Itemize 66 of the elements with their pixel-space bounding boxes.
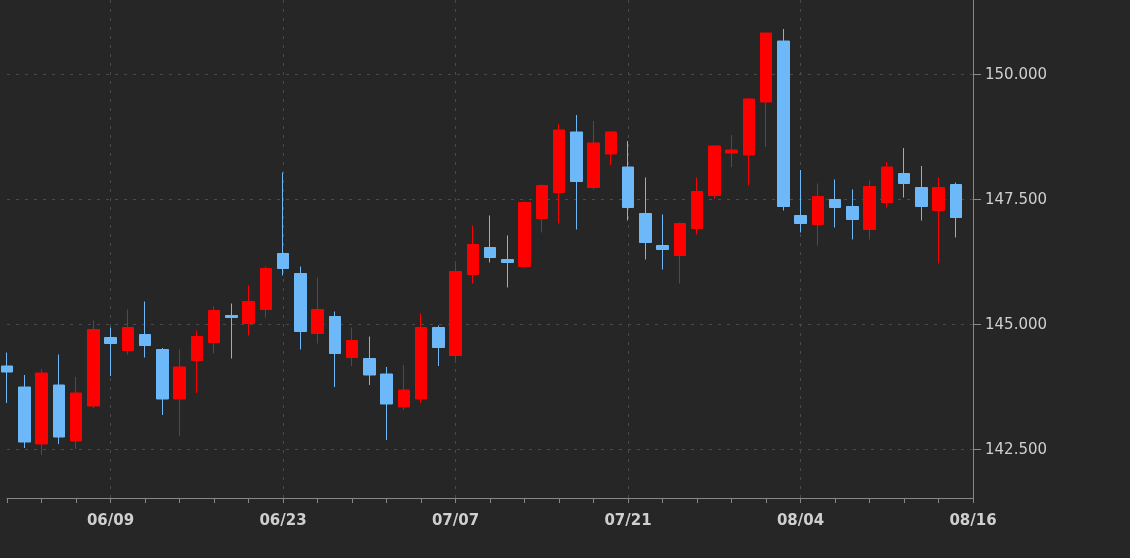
candlestick [346, 327, 358, 367]
candlestick [587, 120, 600, 190]
candlestick [656, 214, 669, 270]
candlestick [708, 144, 721, 199]
candlestick [104, 327, 117, 377]
x-tick-label: 06/23 [259, 510, 307, 529]
candlestick [691, 177, 703, 235]
candlestick [812, 183, 824, 246]
candlestick [277, 172, 289, 276]
y-tick-label: 142.500 [985, 440, 1048, 458]
candlestick [122, 309, 134, 355]
candlestick [950, 182, 962, 238]
candlestick [760, 32, 772, 148]
candlestick [605, 130, 617, 166]
candlestick [794, 169, 807, 233]
candlestick [225, 303, 238, 359]
candlestick [915, 165, 928, 221]
x-tick-label: 07/21 [604, 510, 652, 529]
x-tick-label: 06/09 [86, 510, 135, 529]
y-tick-label: 150.000 [985, 65, 1048, 83]
candlestick [415, 313, 427, 404]
candlestick [35, 368, 48, 456]
y-tick-label: 147.500 [985, 190, 1048, 208]
candlestick [846, 189, 859, 240]
candlestick [639, 177, 652, 260]
y-tick-label: 145.000 [985, 315, 1048, 333]
candlestick [518, 201, 531, 268]
candlestick [18, 374, 31, 449]
candlestick [398, 364, 410, 411]
candlestick [570, 114, 583, 230]
candlestick [501, 235, 514, 288]
candlestick [208, 306, 220, 354]
candlestick [484, 215, 496, 263]
candlestick [87, 320, 100, 409]
candlestick [380, 366, 393, 441]
candlestick [725, 134, 738, 168]
candlestick [139, 301, 151, 358]
candlestick [191, 330, 203, 394]
candlestick [449, 263, 462, 364]
candlestick [829, 179, 841, 228]
candlestick [294, 266, 307, 350]
candlestick [881, 161, 893, 208]
candlestick [622, 140, 634, 221]
candlestick [674, 222, 686, 284]
candlestick [432, 325, 445, 367]
candlestick [173, 349, 186, 437]
candlestick [363, 336, 376, 386]
candlestick [242, 285, 255, 336]
x-tick-label: 08/04 [776, 510, 825, 529]
candlestick [329, 311, 341, 388]
candlestick [156, 347, 169, 416]
x-tick-label: 08/16 [949, 510, 997, 529]
candlestick [467, 225, 479, 284]
candlestick [311, 277, 324, 344]
candlestick [260, 266, 272, 318]
candlestick [70, 376, 82, 450]
candlestick [1, 352, 13, 404]
candlestick [932, 177, 945, 264]
candlestick [553, 123, 565, 224]
candlestick [743, 97, 755, 186]
x-tick-label: 07/07 [431, 510, 480, 529]
candlestick [536, 184, 548, 233]
candlestick [863, 180, 876, 240]
candlestick [898, 147, 910, 198]
candlestick [53, 354, 65, 445]
candlestick [777, 28, 790, 211]
